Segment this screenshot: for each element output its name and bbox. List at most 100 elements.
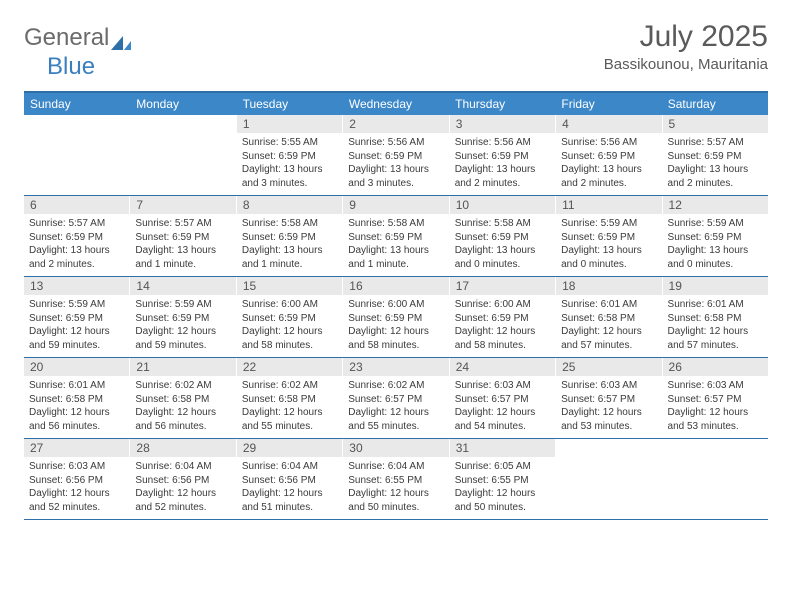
sunrise-text: Sunrise: 6:03 AM	[455, 379, 550, 393]
sunrise-text: Sunrise: 6:03 AM	[561, 379, 656, 393]
daylight-text: Daylight: 12 hours and 50 minutes.	[348, 487, 443, 514]
day-number: 6	[24, 196, 129, 214]
calendar-cell: 25Sunrise: 6:03 AMSunset: 6:57 PMDayligh…	[556, 358, 662, 438]
daylight-text: Daylight: 12 hours and 59 minutes.	[135, 325, 230, 352]
day-body: Sunrise: 5:57 AMSunset: 6:59 PMDaylight:…	[663, 133, 768, 195]
day-number: 9	[343, 196, 448, 214]
sunset-text: Sunset: 6:58 PM	[135, 393, 230, 407]
daylight-text: Daylight: 12 hours and 56 minutes.	[135, 406, 230, 433]
week-row: 20Sunrise: 6:01 AMSunset: 6:58 PMDayligh…	[24, 358, 768, 439]
day-body: Sunrise: 5:55 AMSunset: 6:59 PMDaylight:…	[237, 133, 342, 195]
sunrise-text: Sunrise: 5:58 AM	[348, 217, 443, 231]
weekday-header: Saturday	[662, 93, 768, 115]
calendar-cell: 30Sunrise: 6:04 AMSunset: 6:55 PMDayligh…	[343, 439, 449, 519]
daylight-text: Daylight: 13 hours and 2 minutes.	[668, 163, 763, 190]
day-number: 7	[130, 196, 235, 214]
daylight-text: Daylight: 13 hours and 1 minute.	[242, 244, 337, 271]
calendar-cell: 3Sunrise: 5:56 AMSunset: 6:59 PMDaylight…	[450, 115, 556, 195]
day-number: 31	[450, 439, 555, 457]
weeks-container: 1Sunrise: 5:55 AMSunset: 6:59 PMDaylight…	[24, 115, 768, 520]
sunrise-text: Sunrise: 5:59 AM	[561, 217, 656, 231]
sunset-text: Sunset: 6:59 PM	[561, 231, 656, 245]
weekday-header: Monday	[130, 93, 236, 115]
day-number: 16	[343, 277, 448, 295]
day-number: 18	[556, 277, 661, 295]
week-row: 27Sunrise: 6:03 AMSunset: 6:56 PMDayligh…	[24, 439, 768, 520]
sunset-text: Sunset: 6:59 PM	[242, 150, 337, 164]
day-number: 23	[343, 358, 448, 376]
daylight-text: Daylight: 13 hours and 2 minutes.	[455, 163, 550, 190]
sunrise-text: Sunrise: 6:02 AM	[242, 379, 337, 393]
day-body: Sunrise: 5:58 AMSunset: 6:59 PMDaylight:…	[343, 214, 448, 276]
sunrise-text: Sunrise: 6:04 AM	[135, 460, 230, 474]
daylight-text: Daylight: 12 hours and 56 minutes.	[29, 406, 124, 433]
day-number: 24	[450, 358, 555, 376]
sunset-text: Sunset: 6:56 PM	[135, 474, 230, 488]
sunset-text: Sunset: 6:59 PM	[29, 312, 124, 326]
calendar-cell: 28Sunrise: 6:04 AMSunset: 6:56 PMDayligh…	[130, 439, 236, 519]
daylight-text: Daylight: 12 hours and 58 minutes.	[242, 325, 337, 352]
daylight-text: Daylight: 13 hours and 1 minute.	[348, 244, 443, 271]
sunrise-text: Sunrise: 5:57 AM	[135, 217, 230, 231]
sunset-text: Sunset: 6:59 PM	[455, 150, 550, 164]
day-body: Sunrise: 6:02 AMSunset: 6:58 PMDaylight:…	[237, 376, 342, 438]
sunrise-text: Sunrise: 6:02 AM	[135, 379, 230, 393]
daylight-text: Daylight: 12 hours and 54 minutes.	[455, 406, 550, 433]
calendar-cell: 29Sunrise: 6:04 AMSunset: 6:56 PMDayligh…	[237, 439, 343, 519]
sunset-text: Sunset: 6:59 PM	[242, 231, 337, 245]
sunset-text: Sunset: 6:59 PM	[135, 312, 230, 326]
weekday-header-row: SundayMondayTuesdayWednesdayThursdayFrid…	[24, 93, 768, 115]
day-number: 4	[556, 115, 661, 133]
logo-text-1: General	[24, 24, 109, 52]
calendar-cell: 24 Sunrise: 6:03 AMSunset: 6:57 PMDayligh…	[450, 358, 556, 438]
sunset-text: Sunset: 6:57 PM	[561, 393, 656, 407]
logo: General	[24, 20, 133, 52]
logo-sail-icon	[111, 29, 131, 43]
logo-text-2: Blue	[47, 53, 791, 81]
day-body: Sunrise: 5:59 AMSunset: 6:59 PMDaylight:…	[24, 295, 129, 357]
day-number: 19	[663, 277, 768, 295]
day-body: Sunrise: 5:56 AMSunset: 6:59 PMDaylight:…	[343, 133, 448, 195]
sunset-text: Sunset: 6:58 PM	[242, 393, 337, 407]
day-number	[663, 439, 768, 457]
sunrise-text: Sunrise: 5:59 AM	[135, 298, 230, 312]
sunrise-text: Sunrise: 6:04 AM	[348, 460, 443, 474]
sunset-text: Sunset: 6:58 PM	[561, 312, 656, 326]
day-body: Sunrise: 5:57 AMSunset: 6:59 PMDaylight:…	[130, 214, 235, 276]
daylight-text: Daylight: 12 hours and 51 minutes.	[242, 487, 337, 514]
calendar-cell: 4Sunrise: 5:56 AMSunset: 6:59 PMDaylight…	[556, 115, 662, 195]
sunrise-text: Sunrise: 5:56 AM	[561, 136, 656, 150]
day-number: 17	[450, 277, 555, 295]
sunset-text: Sunset: 6:59 PM	[348, 312, 443, 326]
day-body: Sunrise: 6:00 AMSunset: 6:59 PMDaylight:…	[343, 295, 448, 357]
day-body: Sunrise: 6:00 AMSunset: 6:59 PMDaylight:…	[450, 295, 555, 357]
sunset-text: Sunset: 6:57 PM	[455, 393, 550, 407]
sunrise-text: Sunrise: 6:00 AM	[455, 298, 550, 312]
day-number: 8	[237, 196, 342, 214]
weekday-header: Tuesday	[237, 93, 343, 115]
calendar-cell: 26Sunrise: 6:03 AMSunset: 6:57 PMDayligh…	[663, 358, 768, 438]
daylight-text: Daylight: 12 hours and 55 minutes.	[242, 406, 337, 433]
day-number: 21	[130, 358, 235, 376]
week-row: 1Sunrise: 5:55 AMSunset: 6:59 PMDaylight…	[24, 115, 768, 196]
calendar-cell: 31Sunrise: 6:05 AMSunset: 6:55 PMDayligh…	[450, 439, 556, 519]
sunrise-text: Sunrise: 5:57 AM	[29, 217, 124, 231]
sunset-text: Sunset: 6:55 PM	[348, 474, 443, 488]
calendar-cell: 7Sunrise: 5:57 AMSunset: 6:59 PMDaylight…	[130, 196, 236, 276]
day-number: 26	[663, 358, 768, 376]
sunset-text: Sunset: 6:59 PM	[455, 312, 550, 326]
day-body: Sunrise: 5:58 AMSunset: 6:59 PMDaylight:…	[450, 214, 555, 276]
sunset-text: Sunset: 6:57 PM	[348, 393, 443, 407]
day-number: 3	[450, 115, 555, 133]
sunset-text: Sunset: 6:59 PM	[668, 231, 763, 245]
month-title: July 2025	[604, 20, 768, 54]
weekday-header: Thursday	[449, 93, 555, 115]
day-number	[24, 115, 129, 133]
week-row: 6Sunrise: 5:57 AMSunset: 6:59 PMDaylight…	[24, 196, 768, 277]
sunrise-text: Sunrise: 5:57 AM	[668, 136, 763, 150]
sunrise-text: Sunrise: 6:04 AM	[242, 460, 337, 474]
calendar-cell: 13Sunrise: 5:59 AMSunset: 6:59 PMDayligh…	[24, 277, 130, 357]
sunset-text: Sunset: 6:59 PM	[348, 231, 443, 245]
sunrise-text: Sunrise: 5:58 AM	[455, 217, 550, 231]
day-number: 20	[24, 358, 129, 376]
